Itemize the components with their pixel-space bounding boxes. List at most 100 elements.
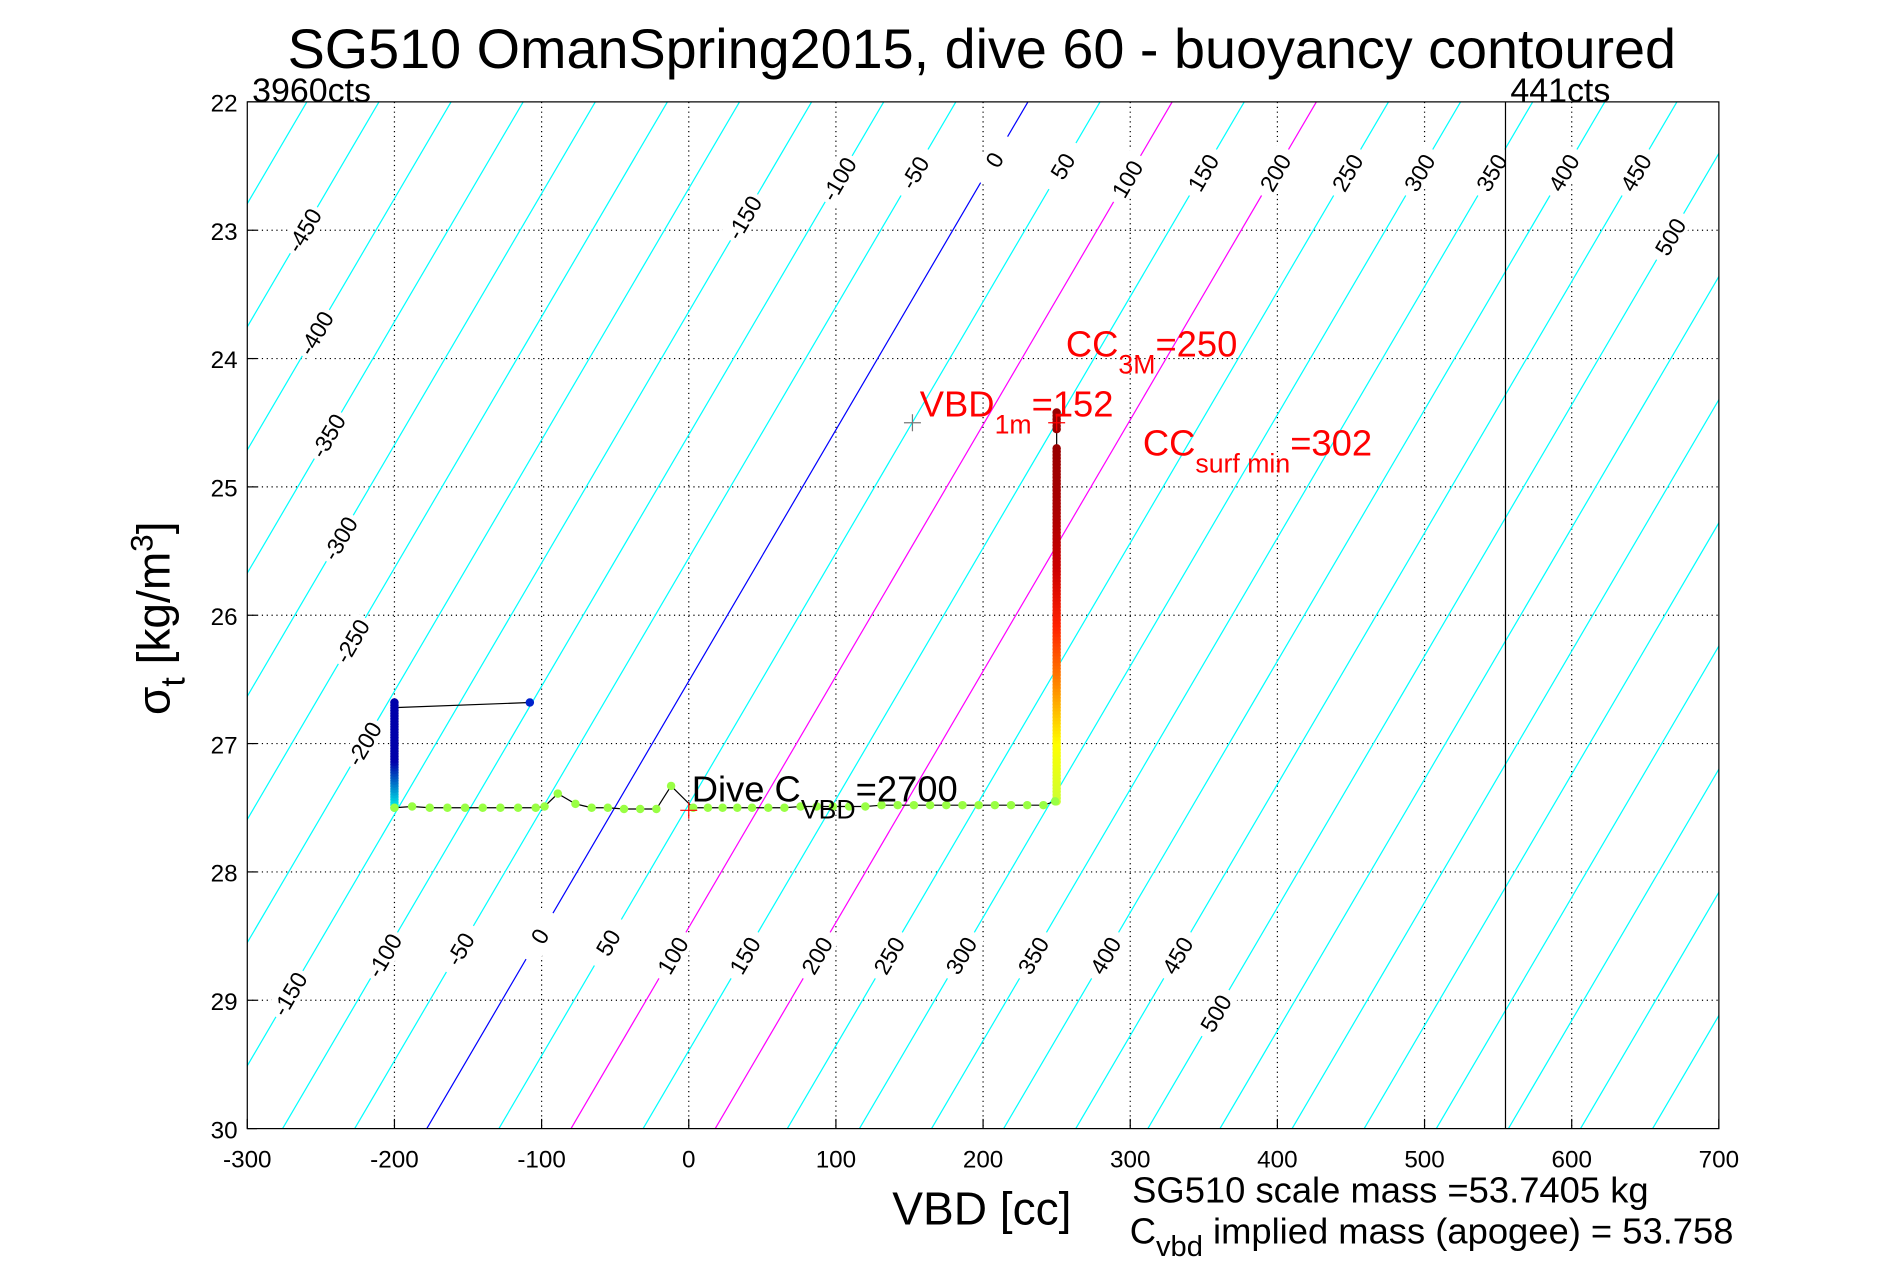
data-point: [1050, 797, 1060, 806]
annotation-dive: Dive CVBD=2700: [692, 768, 958, 824]
contour-line: [247, 101, 524, 575]
contour-label-bg: [970, 130, 1019, 189]
contour-line: [247, 101, 596, 698]
x-tick-label: 200: [963, 1146, 1003, 1173]
contour-label-bg: [1323, 143, 1372, 202]
contour-line: [247, 101, 380, 328]
counts-left-label: 3960cts: [252, 72, 371, 110]
contour-line: [1291, 398, 1719, 1129]
data-point: [893, 800, 902, 810]
y-tick-label: 27: [211, 732, 238, 759]
contour-label-bg: [1251, 143, 1299, 202]
contour-line: [1725, 102, 1891, 1129]
contour-line: [1797, 102, 1891, 1129]
data-point: [796, 802, 805, 811]
data-point: [909, 800, 919, 810]
data-point: [571, 799, 580, 809]
contour-line: [0, 102, 235, 1129]
contour-line: [0, 102, 91, 1129]
data-point: [703, 803, 713, 812]
data-point: [812, 802, 822, 811]
contour-line: [1580, 891, 1719, 1129]
y-tick-label: 23: [211, 219, 238, 246]
contour-line: [1219, 275, 1719, 1129]
x-tick-label: 0: [682, 1146, 695, 1173]
y-tick-label: 30: [211, 1117, 238, 1144]
data-point: [1039, 800, 1048, 810]
contour-label-bg: [1395, 143, 1444, 202]
data-point: [496, 803, 505, 812]
contour-label-bg: [1009, 926, 1057, 985]
data-point: [587, 803, 596, 812]
contour-label-bg: [648, 926, 697, 985]
data-point: [733, 803, 742, 812]
chart-title: SG510 OmanSpring2015, dive 60 - buoyancy…: [288, 18, 1676, 80]
contour-label-bg: [792, 926, 841, 985]
data-point: [780, 803, 789, 812]
contour-line: [247, 101, 813, 1067]
data-point: [478, 803, 487, 812]
contour-label-bg: [360, 926, 408, 985]
plot-area: [247, 101, 1719, 1129]
contour-label-bg: [1191, 983, 1240, 1043]
data-point: [1022, 800, 1032, 810]
data-point: [1052, 444, 1061, 453]
contour-line: [1507, 767, 1719, 1129]
x-tick-label: -300: [223, 1146, 272, 1173]
apogee-link-line: [394, 701, 530, 709]
contour-label-bg: [515, 906, 564, 966]
data-point: [763, 803, 773, 812]
contour-label-bg: [720, 188, 768, 247]
annotation-vbd1m: VBD1m=152: [920, 383, 1114, 439]
annotation-value: =2700: [856, 768, 958, 809]
contour-label-bg: [890, 143, 939, 202]
contour-label-bg: [265, 964, 314, 1023]
annotation-sub: 3M: [1118, 350, 1155, 380]
annotation-sub: surf min: [1195, 449, 1290, 479]
contour-label-bg: [1153, 926, 1202, 985]
contour-label-bg: [1178, 143, 1227, 202]
annotation-main: CC: [1066, 324, 1119, 365]
data-point: [540, 802, 549, 811]
apogee-end-point: [525, 698, 535, 707]
annotation-main: VBD: [920, 383, 995, 424]
scale-mass-label: SG510 scale mass =53.7405 kg: [1132, 1170, 1648, 1211]
data-point: [635, 804, 645, 814]
contour-labels: -450-400-350-300-250-200-150-100 -50 0 50 10…: [265, 130, 1695, 1043]
contour-label-bg: [1103, 149, 1151, 209]
contour-label-bg: [720, 926, 769, 985]
contour-label-bg: [864, 926, 913, 985]
contour-label-bg: [814, 149, 863, 209]
annotation-sub: 1m: [995, 409, 1032, 439]
y-tick-label: 24: [211, 347, 238, 374]
contour-label-bg: [1611, 143, 1660, 202]
x-tick-label: -200: [370, 1146, 419, 1173]
y-axis-ticks: 22 23 24 25 26 27 28 29 30: [211, 91, 257, 1144]
counts-right-label: 441cts: [1510, 72, 1610, 110]
y-tick-label: 25: [211, 476, 238, 503]
annotation-value: =250: [1155, 324, 1237, 365]
data-point: [1006, 800, 1016, 810]
annotation-ccsurf: CCsurf min=302: [1143, 423, 1372, 479]
x-axis-ticks: -300 -200 -100 0 100 200 300 400 500 600 700: [223, 1118, 1739, 1173]
contour-label-bg: [315, 509, 364, 568]
data-point: [603, 803, 613, 812]
annotation-value: =302: [1290, 423, 1372, 464]
data-point: [877, 800, 886, 810]
contour-line: [1435, 644, 1719, 1129]
annotation-main: CC: [1143, 423, 1196, 464]
data-point: [718, 803, 727, 812]
annotation-value: =152: [1032, 383, 1114, 424]
data-point: [652, 804, 661, 814]
data-point: [828, 802, 838, 811]
contour-line: [247, 101, 668, 821]
data-point: [390, 803, 399, 812]
data-point: [619, 804, 629, 814]
x-axis-label: VBD [cc]: [892, 1182, 1071, 1234]
data-point: [747, 803, 757, 812]
contour-label-bg: [1467, 143, 1516, 202]
cc-marker: [1048, 414, 1066, 432]
y-tick-label: 22: [211, 91, 238, 118]
data-point: [531, 803, 540, 812]
